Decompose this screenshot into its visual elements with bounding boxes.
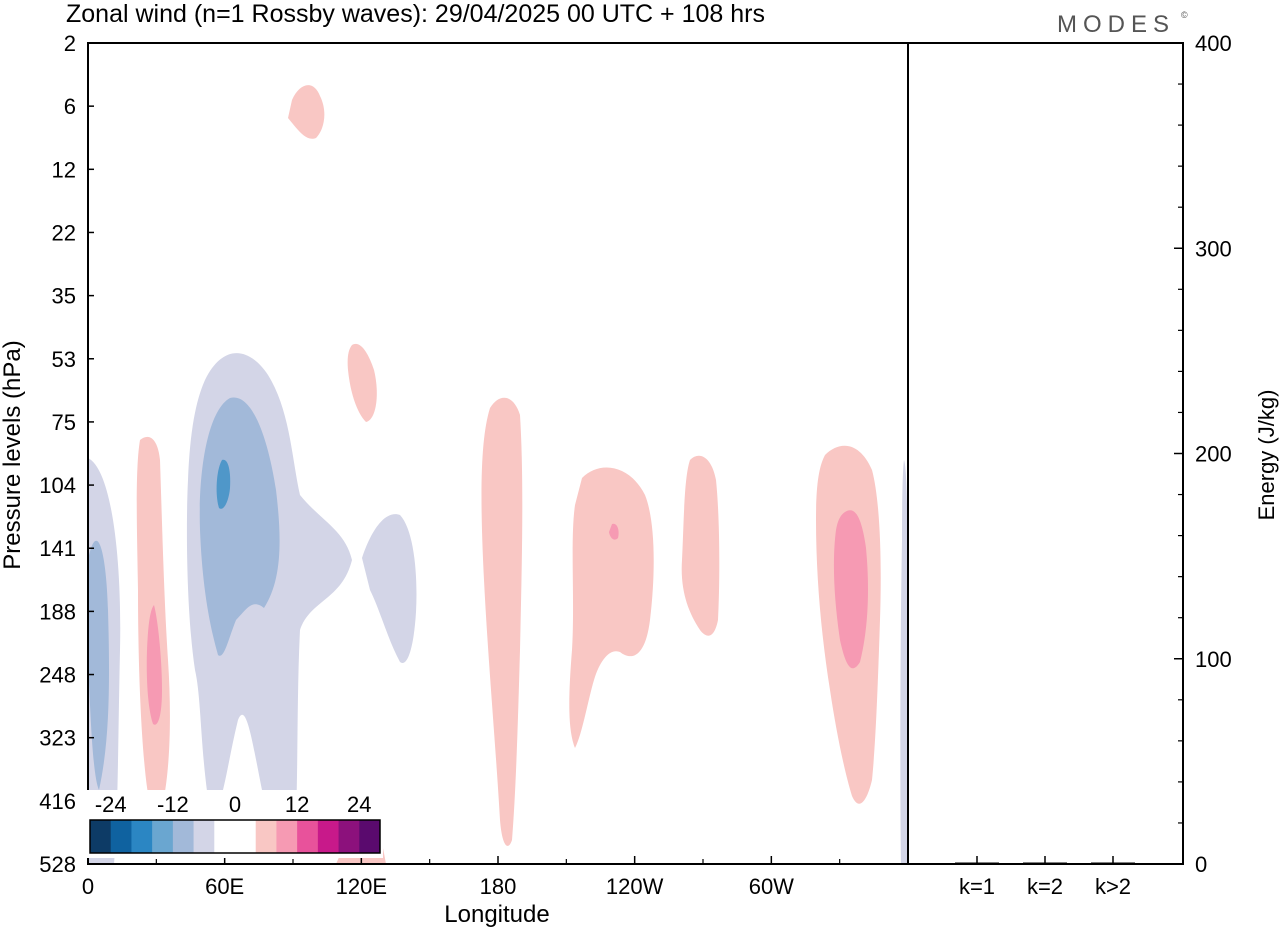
longitude-axis: 0 60E 120E 180 120W 60W [82,856,841,899]
x-axis-label: Longitude [444,901,549,928]
y-tick-label: 416 [39,789,76,814]
colorbar-swatch [359,820,381,853]
colorbar-frame [89,819,381,854]
y-tick-label: 323 [39,726,76,751]
colorbar-swatch [338,820,360,853]
colorbar-label: 12 [285,792,309,817]
colorbar-swatch [193,820,215,853]
contour-neg3-60e [216,459,231,509]
logo-mark: © [1181,10,1188,20]
contour-pos1-120w [569,467,654,748]
colorbar-label: 24 [347,792,371,817]
pressure-axis: 2 6 12 22 35 53 75 104 141 188 248 323 416 528 [39,31,94,877]
y-tick-label: 104 [39,473,76,498]
colorbar-swatch [255,820,277,853]
k-label: k=2 [1027,874,1063,899]
energy-axis-label: Energy (J/kg) [1254,390,1279,521]
colorbar-swatch [297,820,319,853]
x-tick-label: 60E [205,874,244,899]
x-tick-label: 0 [82,874,94,899]
colorbar-swatch [214,820,236,853]
k-label: k>2 [1095,874,1131,899]
colorbar-swatch [276,820,298,853]
x-tick-label: 120E [336,874,387,899]
colorbar-swatch [110,820,132,853]
contour-neg1-120e [362,514,417,663]
energy-frame [907,42,1184,865]
colorbar-swatch [172,820,195,853]
colorbar: -24 -12 0 12 24 [87,790,383,858]
wavenumber-labels: k=1 k=2 k>2 [959,856,1131,899]
y-tick-label: 6 [64,94,76,119]
contour-pos1-122e [347,343,377,422]
x-tick-label: 60W [749,874,794,899]
y-tick-label: 248 [39,663,76,688]
y-axis-label: Pressure levels (hPa) [0,340,26,569]
colorbar-label: -24 [95,792,127,817]
contour-pos1-upper [288,85,325,139]
contour-pos2-120w [609,523,619,540]
y-tick-label: 528 [39,852,76,877]
y-tick-label: 75 [52,410,76,435]
energy-tick-label: 200 [1195,442,1232,467]
chart-title: Zonal wind (n=1 Rossby waves): 29/04/202… [66,0,765,28]
y-tick-label: 141 [39,536,76,561]
colorbar-swatch [152,820,174,853]
colorbar-swatch [90,820,112,853]
y-tick-label: 53 [52,347,76,372]
y-tick-label: 188 [39,599,76,624]
contour-pos1-180 [481,397,523,846]
k-label: k=1 [959,874,995,899]
energy-tick-label: 0 [1195,852,1207,877]
y-tick-label: 22 [52,220,76,245]
energy-tick-label: 100 [1195,647,1232,672]
colorbar-swatch [235,820,257,853]
energy-tick-label: 300 [1195,236,1232,261]
contour-pos2-30e [146,605,162,725]
y-tick-label: 2 [64,31,76,56]
contour-fills [88,85,908,864]
contour-pos2-25w [833,510,868,669]
x-tick-label: 180 [480,874,517,899]
colorbar-label: 0 [229,792,241,817]
x-tick-label: 120W [606,874,664,899]
contour-pos1-100w [681,455,720,636]
energy-tick-label: 400 [1195,31,1232,56]
colorbar-swatch [317,820,340,853]
energy-axis: 0 100 200 300 400 [1174,31,1232,877]
y-tick-label: 35 [52,284,76,309]
contour-neg2-west [88,540,110,790]
contour-neg1-east [900,460,908,864]
colorbar-swatch [131,820,153,853]
contour-neg2-60e [199,397,280,656]
y-tick-label: 12 [52,157,76,182]
modes-logo: MODES [1057,11,1175,38]
colorbar-label: -12 [157,792,189,817]
